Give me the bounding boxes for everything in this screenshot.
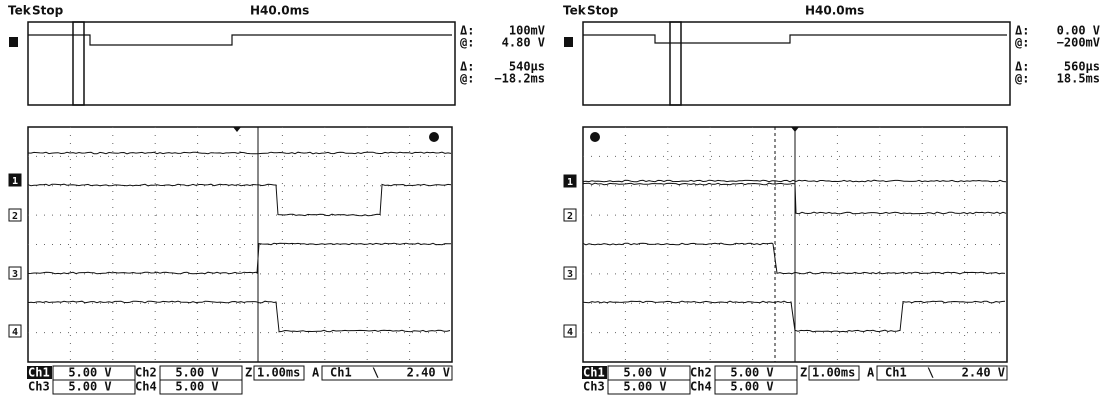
horizontal-prefix: Z (800, 366, 807, 380)
horizontal-value: 1.00ms (257, 366, 300, 380)
trigger-mode: A (867, 366, 875, 380)
at-value: 4.80 V (502, 36, 545, 50)
at-symbol: @: (460, 36, 474, 50)
at-symbol: @: (460, 72, 474, 86)
channel-marker: 1 (12, 176, 18, 187)
trigger-slope: \ (372, 366, 379, 380)
channel-label: Ch2 (135, 366, 157, 380)
at-value: −18.2ms (494, 72, 545, 86)
trigger-position (233, 127, 241, 132)
channel-label: Ch3 (583, 380, 605, 394)
at-symbol: @: (1015, 72, 1029, 86)
trigger-marker (429, 132, 439, 142)
screenshot: TekStopH40.0msΔ:100mV@:4.80 VΔ:540µs@:−1… (0, 0, 1102, 396)
channel-label: Ch4 (135, 380, 157, 394)
trace (583, 243, 1005, 274)
channel-marker: 4 (12, 327, 18, 338)
channel-scale: 5.00 V (175, 366, 218, 380)
channel-marker: 4 (567, 327, 573, 338)
horizontal-prefix: Z (245, 366, 252, 380)
channel-scale: 5.00 V (623, 366, 666, 380)
trigger-position (791, 127, 799, 132)
overview-marker (9, 37, 18, 47)
channel-scale: 5.00 V (68, 380, 111, 394)
channel-marker: 3 (12, 269, 18, 280)
channel-scale: 5.00 V (730, 366, 773, 380)
brand: Tek (8, 4, 32, 18)
channel-label: Ch4 (690, 380, 712, 394)
trace (28, 301, 450, 332)
channel-label: Ch3 (28, 380, 50, 394)
trigger-level: 2.40 V (962, 366, 1005, 380)
channel-marker: 2 (567, 211, 573, 222)
overview-trace (583, 35, 1007, 43)
trace (583, 301, 1005, 332)
page: {"panels": [ {"header": {"brand": "Tek",… (0, 0, 1102, 400)
channel-scale: 5.00 V (730, 380, 773, 394)
trigger-source: Ch1 (330, 366, 352, 380)
brand: Tek (563, 4, 587, 18)
horizontal-value: 1.00ms (812, 366, 855, 380)
channel-scale: 5.00 V (175, 380, 218, 394)
timebase: H40.0ms (250, 4, 309, 18)
trigger-source: Ch1 (885, 366, 907, 380)
at-symbol: @: (1015, 36, 1029, 50)
channel-scale: 5.00 V (68, 366, 111, 380)
trigger-level: 2.40 V (407, 366, 450, 380)
channel-label: Ch1 (28, 366, 50, 380)
at-value: −200mV (1057, 36, 1100, 50)
channel-marker: 3 (567, 269, 573, 280)
channel-scale: 5.00 V (623, 380, 666, 394)
status: Stop (587, 4, 619, 18)
overview-marker (564, 37, 573, 47)
channel-label: Ch1 (583, 366, 605, 380)
trace (28, 152, 451, 154)
status: Stop (32, 4, 64, 18)
trigger-marker (590, 132, 600, 142)
channel-marker: 2 (12, 211, 18, 222)
at-value: 18.5ms (1057, 72, 1100, 86)
trigger-slope: \ (927, 366, 934, 380)
channel-label: Ch2 (690, 366, 712, 380)
overview-window (670, 22, 681, 105)
channel-marker: 1 (567, 177, 573, 188)
overview-trace (28, 35, 452, 45)
trigger-mode: A (312, 366, 320, 380)
timebase: H40.0ms (805, 4, 864, 18)
